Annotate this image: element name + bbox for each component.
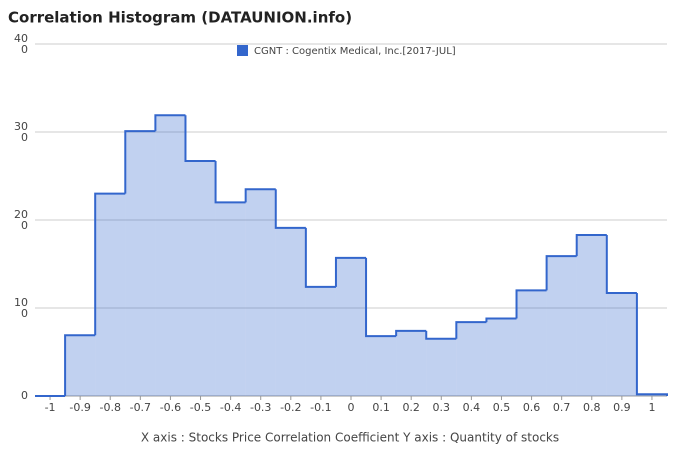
y-tick-label-line: 0 xyxy=(21,219,28,232)
bar-outline xyxy=(64,334,96,396)
bar-outline xyxy=(184,115,216,163)
bar-outline xyxy=(244,188,276,203)
bar-outline xyxy=(455,321,487,339)
x-tick-label: 0.1 xyxy=(372,401,390,414)
y-tick-label: 40 0 xyxy=(14,32,28,56)
bar-outline xyxy=(545,255,577,291)
y-tick-label-line: 0 xyxy=(21,43,28,56)
bar-fill xyxy=(366,336,397,396)
x-tick-label: -0.6 xyxy=(160,401,181,414)
bar-fill xyxy=(426,338,457,396)
y-tick-label: 20 0 xyxy=(14,208,28,232)
bar-outline xyxy=(395,329,427,337)
y-tick-label-line: 10 xyxy=(14,296,28,309)
bar-outline xyxy=(94,192,126,336)
bar-outline xyxy=(334,256,367,287)
bar-outline xyxy=(605,234,637,295)
bar-outline xyxy=(485,317,517,323)
x-tick-label: -0.2 xyxy=(280,401,301,414)
bar-outline xyxy=(124,130,156,194)
y-tick-label: 0 xyxy=(21,389,28,402)
y-tick-label-line: 0 xyxy=(21,307,28,320)
x-tick-label: 0.6 xyxy=(523,401,541,414)
x-tick-label: 0.2 xyxy=(402,401,420,414)
bar-outline xyxy=(274,189,306,229)
x-tick-label: 0.9 xyxy=(613,401,631,414)
bar-fill xyxy=(606,293,637,396)
bar-fill xyxy=(125,131,156,396)
bar-outline xyxy=(425,330,457,340)
x-tick-label: -0.1 xyxy=(310,401,331,414)
x-tick-label: -0.8 xyxy=(100,401,121,414)
bar-fill xyxy=(245,189,276,396)
bar-outline xyxy=(154,114,186,132)
bar-fill xyxy=(516,290,547,396)
bar-fill xyxy=(65,335,96,396)
bar-outline xyxy=(635,293,668,396)
bar-fill xyxy=(396,330,427,396)
bar-fill xyxy=(185,161,216,396)
bar-fill xyxy=(335,257,367,396)
y-tick-label-line: 20 xyxy=(14,208,28,221)
x-tick-label: -0.7 xyxy=(130,401,151,414)
x-tick-label: 0.8 xyxy=(583,401,601,414)
bar-outline xyxy=(575,233,607,257)
bar-fill xyxy=(486,318,517,396)
bar-outline xyxy=(365,257,397,338)
bar-outline xyxy=(515,289,547,319)
bar-fill xyxy=(456,322,487,396)
bar-fill xyxy=(275,227,306,396)
x-tick-label: -1 xyxy=(45,401,56,414)
y-tick-label: 10 0 xyxy=(14,296,28,320)
x-tick-label: 0.5 xyxy=(493,401,511,414)
bar-fill xyxy=(305,286,336,396)
bar-outline xyxy=(214,161,246,204)
bar-fill xyxy=(576,234,607,396)
y-tick-label-line: 30 xyxy=(14,120,28,133)
legend-label: CGNT : Cogentix Medical, Inc.[2017-JUL] xyxy=(254,46,456,57)
x-tick-label: 0.7 xyxy=(553,401,571,414)
y-tick-label-line: 0 xyxy=(21,131,28,144)
x-tick-label: -0.9 xyxy=(69,401,90,414)
bar-fill xyxy=(95,193,126,396)
x-tick-label: 0.3 xyxy=(433,401,451,414)
x-tick-label: -0.5 xyxy=(190,401,211,414)
bar-fill xyxy=(215,202,246,396)
legend-swatch xyxy=(237,45,248,56)
x-tick-label: 0.4 xyxy=(463,401,481,414)
x-tick-label: 0 xyxy=(348,401,355,414)
bar-outline xyxy=(304,227,336,288)
bar-fill xyxy=(155,115,186,396)
x-tick-label: 1 xyxy=(648,401,655,414)
x-axis-label: X axis : Stocks Price Correlation Coeffi… xyxy=(141,431,559,445)
y-tick-label: 30 0 xyxy=(14,120,28,144)
chart-title: Correlation Histogram (DATAUNION.info) xyxy=(8,9,352,27)
y-tick-label-line: 40 xyxy=(14,32,28,45)
bar-fill xyxy=(546,256,577,396)
x-tick-label: -0.4 xyxy=(220,401,241,414)
x-tick-label: -0.3 xyxy=(250,401,271,414)
